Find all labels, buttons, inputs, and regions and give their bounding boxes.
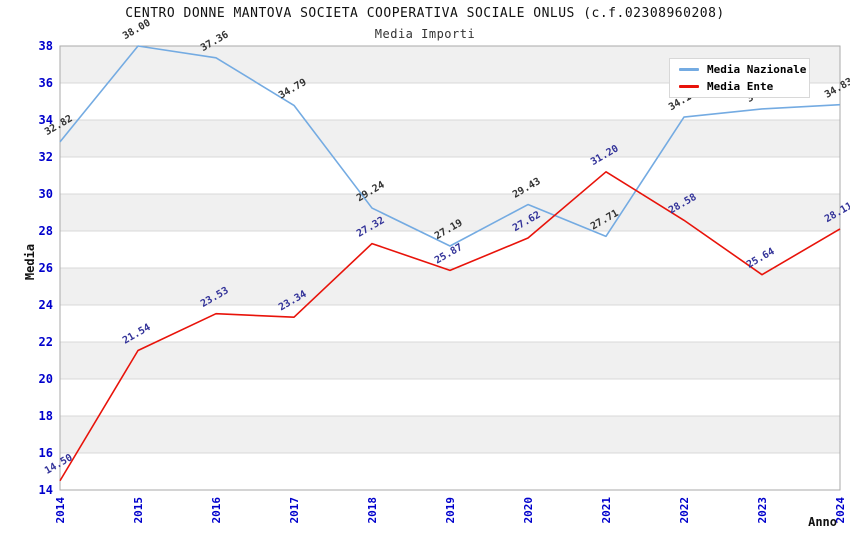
y-axis-title: Media [23, 243, 37, 281]
legend: Media Nazionale Media Ente [669, 58, 810, 98]
svg-text:2016: 2016 [210, 497, 223, 524]
svg-text:2020: 2020 [522, 497, 535, 524]
svg-text:28: 28 [39, 224, 53, 238]
series-line-ente [59, 171, 841, 482]
svg-text:2014: 2014 [54, 497, 67, 524]
svg-text:20: 20 [39, 372, 53, 386]
svg-text:32: 32 [39, 150, 53, 164]
svg-text:30: 30 [39, 187, 53, 201]
legend-label: Media Ente [707, 80, 774, 93]
svg-text:2015: 2015 [132, 497, 145, 524]
svg-text:2021: 2021 [600, 497, 613, 524]
legend-item-media-ente: Media Ente [679, 80, 809, 93]
svg-text:38.00: 38.00 [121, 18, 153, 43]
svg-text:2022: 2022 [678, 497, 691, 524]
svg-text:2017: 2017 [288, 497, 301, 524]
svg-text:14: 14 [39, 483, 53, 497]
svg-text:2023: 2023 [756, 497, 769, 524]
x-axis-title: Anno [808, 515, 837, 529]
svg-text:25.64: 25.64 [745, 246, 777, 271]
chart-subtitle: Media Importi [374, 27, 476, 41]
svg-text:36: 36 [39, 76, 53, 90]
svg-text:2024: 2024 [834, 497, 847, 524]
svg-text:16: 16 [39, 446, 53, 460]
svg-text:2018: 2018 [366, 497, 379, 524]
series-line-nazionale [59, 45, 841, 247]
svg-text:24: 24 [39, 298, 53, 312]
svg-text:34: 34 [39, 113, 53, 127]
svg-text:38: 38 [39, 39, 53, 53]
media-nazionale-line-swatch-icon [679, 68, 699, 71]
svg-text:2019: 2019 [444, 497, 457, 524]
svg-text:18: 18 [39, 409, 53, 423]
legend-item-media-nazionale: Media Nazionale [679, 63, 809, 76]
svg-text:22: 22 [39, 335, 53, 349]
media-ente-line-swatch-icon [679, 85, 699, 88]
chart-title: CENTRO DONNE MANTOVA SOCIETA COOPERATIVA… [125, 6, 725, 21]
svg-text:26: 26 [39, 261, 53, 275]
legend-label: Media Nazionale [707, 63, 807, 76]
